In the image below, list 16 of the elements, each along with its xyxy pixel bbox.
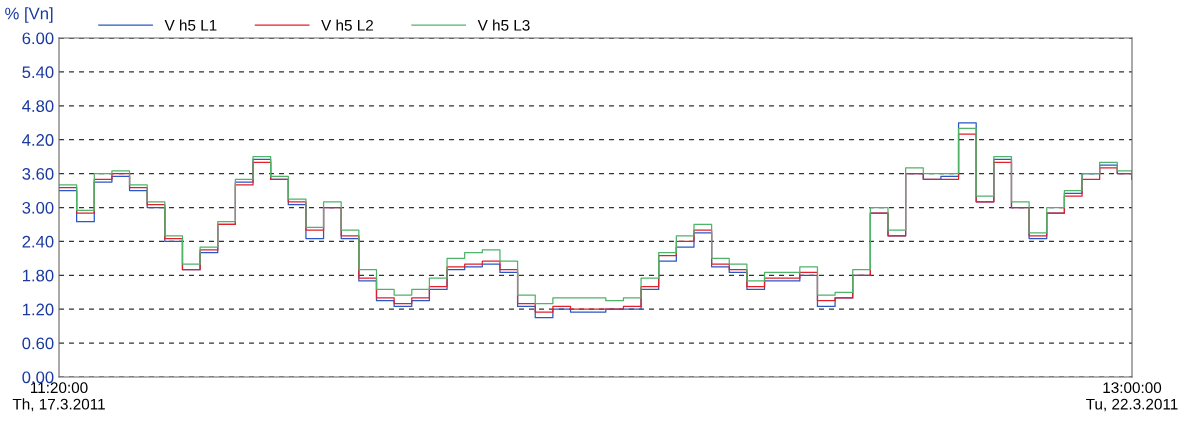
y-tick-label: 6.00 <box>22 32 54 45</box>
y-tick-label: 3.60 <box>22 168 54 180</box>
x-tick-label: 13:00:00 Tu, 22.3.2011 <box>1086 382 1178 412</box>
legend-label: V h5 L3 <box>477 19 530 31</box>
y-axis-title: % [Vn] <box>5 7 53 23</box>
y-tick-label: 2.40 <box>22 235 54 248</box>
y-tick-label: 4.80 <box>22 100 54 112</box>
y-tick-label: 1.80 <box>22 269 54 282</box>
y-tick-label: 0.00 <box>22 371 54 384</box>
y-tick-label: 4.20 <box>22 134 54 146</box>
y-tick-label: 5.40 <box>22 66 54 79</box>
y-tick-label: 3.00 <box>22 201 54 214</box>
legend-label: V h5 L1 <box>164 19 217 31</box>
y-tick-label: 1.20 <box>22 303 54 316</box>
y-tick-label: 0.60 <box>22 337 54 350</box>
legend-label: V h5 L2 <box>321 19 373 31</box>
